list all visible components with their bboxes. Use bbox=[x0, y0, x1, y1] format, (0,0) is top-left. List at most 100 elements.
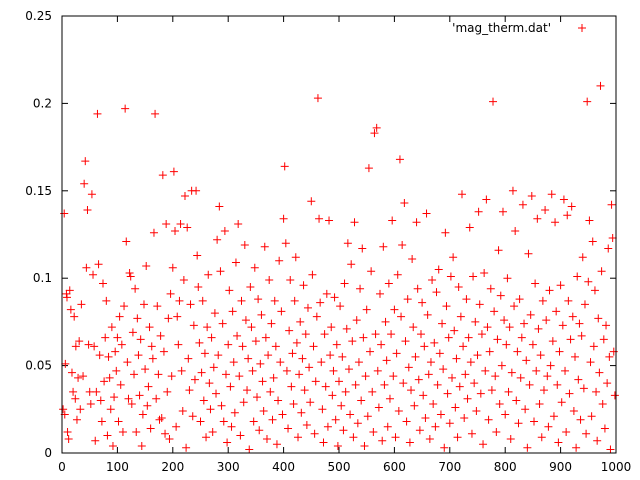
data-point bbox=[260, 242, 269, 251]
data-point bbox=[60, 209, 69, 218]
data-point bbox=[312, 312, 321, 321]
data-point bbox=[356, 284, 365, 293]
data-point bbox=[240, 240, 249, 249]
data-point bbox=[152, 394, 161, 403]
data-point bbox=[578, 253, 587, 262]
data-point bbox=[351, 380, 360, 389]
data-point bbox=[246, 282, 255, 291]
data-point bbox=[323, 422, 332, 431]
legend: 'mag_therm.dat' bbox=[452, 21, 586, 35]
data-point bbox=[383, 422, 392, 431]
data-point bbox=[446, 272, 455, 281]
data-point bbox=[284, 424, 293, 433]
data-point bbox=[435, 349, 444, 358]
data-point bbox=[494, 246, 503, 255]
data-point bbox=[352, 316, 361, 325]
data-point bbox=[261, 333, 270, 342]
data-point bbox=[107, 323, 116, 332]
data-point bbox=[319, 438, 328, 447]
data-point bbox=[195, 338, 204, 347]
data-point bbox=[318, 405, 327, 414]
data-point bbox=[297, 408, 306, 417]
data-point bbox=[489, 97, 498, 106]
data-point bbox=[474, 207, 483, 216]
data-point bbox=[453, 433, 462, 442]
data-point bbox=[602, 321, 611, 330]
x-tick-label: 900 bbox=[549, 460, 572, 474]
data-point bbox=[407, 386, 416, 395]
data-point bbox=[197, 368, 206, 377]
data-point bbox=[231, 258, 240, 267]
data-point bbox=[218, 319, 227, 328]
data-point bbox=[563, 211, 572, 220]
data-point bbox=[80, 179, 89, 188]
data-point bbox=[264, 351, 273, 360]
data-point bbox=[259, 407, 268, 416]
data-point bbox=[460, 414, 469, 423]
data-point bbox=[83, 206, 92, 215]
data-point bbox=[116, 380, 125, 389]
data-point bbox=[143, 401, 152, 410]
data-point bbox=[254, 295, 263, 304]
data-point bbox=[275, 256, 284, 265]
data-point bbox=[317, 358, 326, 367]
data-point bbox=[162, 220, 171, 229]
x-tick-label: 800 bbox=[494, 460, 517, 474]
data-point bbox=[423, 310, 432, 319]
data-point bbox=[141, 365, 150, 374]
data-point bbox=[255, 426, 264, 435]
data-point bbox=[535, 400, 544, 409]
data-point bbox=[321, 382, 330, 391]
data-point bbox=[418, 298, 427, 307]
data-point bbox=[342, 324, 351, 333]
data-point bbox=[237, 296, 246, 305]
data-point bbox=[316, 298, 325, 307]
data-point bbox=[94, 260, 103, 269]
data-point bbox=[279, 214, 288, 223]
data-point bbox=[244, 354, 253, 363]
data-point bbox=[472, 407, 481, 416]
data-point bbox=[165, 435, 174, 444]
data-point bbox=[390, 305, 399, 314]
data-point bbox=[567, 202, 576, 211]
data-point bbox=[495, 400, 504, 409]
data-point bbox=[209, 363, 218, 372]
data-point bbox=[296, 317, 305, 326]
data-point bbox=[367, 267, 376, 276]
data-point bbox=[553, 380, 562, 389]
data-point bbox=[465, 223, 474, 232]
data-point bbox=[431, 422, 440, 431]
data-point bbox=[189, 321, 198, 330]
data-point bbox=[518, 200, 527, 209]
data-point bbox=[174, 340, 183, 349]
data-point bbox=[139, 300, 148, 309]
data-point bbox=[313, 94, 322, 103]
data-point bbox=[199, 396, 208, 405]
x-tick-label: 1000 bbox=[601, 460, 632, 474]
data-point bbox=[504, 387, 513, 396]
data-point bbox=[507, 368, 516, 377]
data-point bbox=[169, 167, 178, 176]
data-point bbox=[556, 281, 565, 290]
data-point bbox=[539, 386, 548, 395]
data-point bbox=[401, 337, 410, 346]
data-point bbox=[557, 398, 566, 407]
data-point bbox=[113, 333, 122, 342]
data-point bbox=[271, 342, 280, 351]
data-point bbox=[229, 358, 238, 367]
data-point bbox=[135, 391, 144, 400]
data-point bbox=[148, 354, 157, 363]
data-point bbox=[490, 307, 499, 316]
data-point bbox=[114, 417, 123, 426]
data-point bbox=[134, 351, 143, 360]
data-point bbox=[122, 237, 131, 246]
data-point bbox=[138, 410, 147, 419]
data-point bbox=[610, 391, 619, 400]
data-point bbox=[105, 373, 114, 382]
data-point bbox=[500, 316, 509, 325]
data-point bbox=[272, 440, 281, 449]
data-point bbox=[289, 400, 298, 409]
data-point bbox=[71, 394, 80, 403]
data-point bbox=[66, 305, 75, 314]
data-point bbox=[104, 352, 113, 361]
